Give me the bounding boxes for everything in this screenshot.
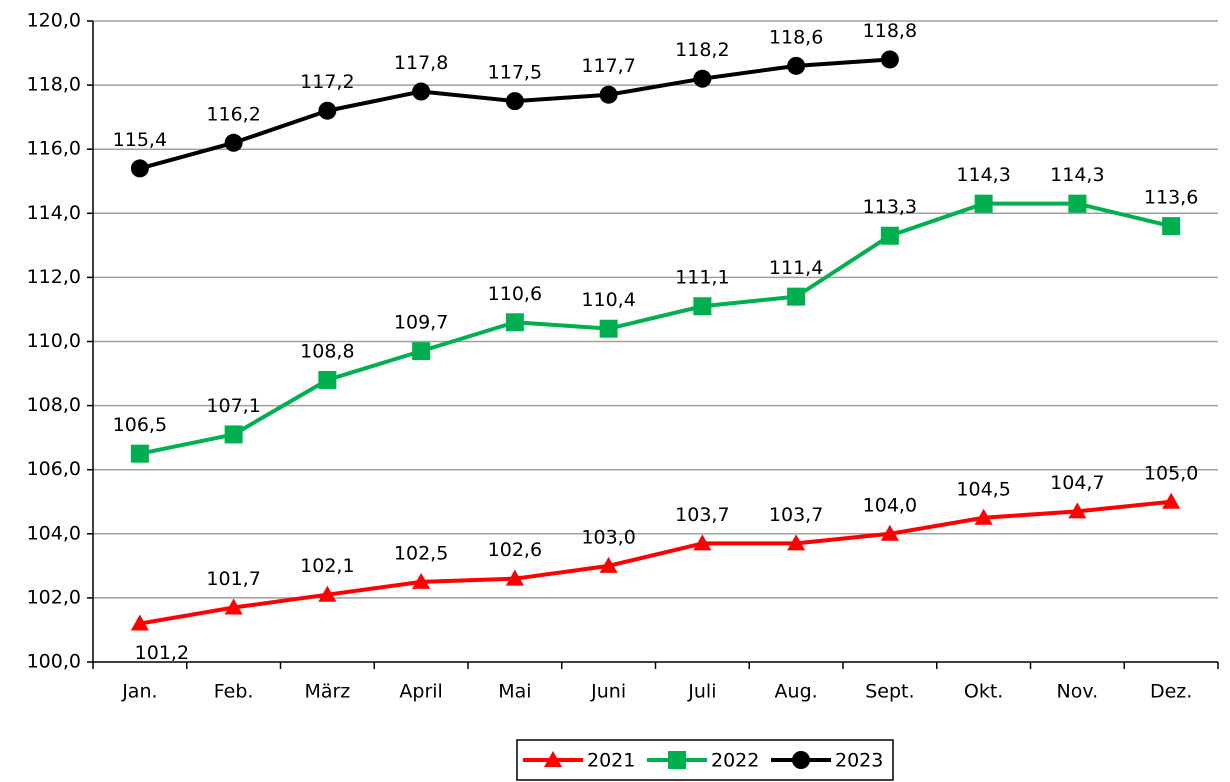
- y-tick-label: 108,0: [27, 394, 81, 416]
- y-tick-label: 106,0: [27, 458, 81, 480]
- y-tick-label: 114,0: [27, 202, 81, 224]
- marker: [974, 508, 993, 525]
- data-label: 114,3: [1050, 164, 1104, 186]
- marker: [1068, 502, 1087, 519]
- data-label: 105,0: [1144, 462, 1198, 484]
- y-tick-label: 104,0: [27, 522, 81, 544]
- y-tick-label: 116,0: [27, 138, 81, 160]
- data-label: 110,6: [488, 283, 542, 305]
- marker: [224, 133, 243, 152]
- data-label: 104,0: [863, 494, 917, 516]
- y-tick-label: 102,0: [27, 586, 81, 608]
- marker: [412, 342, 431, 361]
- series-line: [139, 499, 1172, 626]
- data-label: 118,6: [769, 26, 823, 48]
- data-label: 104,7: [1050, 472, 1104, 494]
- data-label: 118,2: [675, 39, 729, 61]
- x-tick-label: April: [399, 681, 442, 703]
- series-line: [139, 201, 1172, 456]
- data-label: 109,7: [394, 312, 448, 334]
- marker: [880, 50, 899, 69]
- data-label: 117,7: [581, 55, 635, 77]
- data-label: 104,5: [956, 478, 1010, 500]
- data-label: 115,4: [113, 129, 167, 151]
- y-tick-label: 110,0: [27, 330, 81, 352]
- marker: [693, 69, 712, 88]
- data-label: 117,8: [394, 52, 448, 74]
- data-label: 111,1: [675, 267, 729, 289]
- data-label: 107,1: [206, 395, 260, 417]
- marker: [318, 101, 337, 120]
- marker: [787, 287, 806, 306]
- marker: [974, 194, 993, 213]
- data-label: 117,5: [488, 62, 542, 84]
- data-label: 101,2: [135, 642, 189, 664]
- data-label: 114,3: [956, 164, 1010, 186]
- x-tick-label: Juli: [687, 681, 716, 703]
- marker: [544, 751, 562, 767]
- x-tick-label: Feb.: [214, 681, 254, 703]
- marker: [787, 56, 806, 75]
- data-label: 103,7: [769, 504, 823, 526]
- marker: [792, 751, 810, 769]
- x-tick-label: Juni: [590, 681, 626, 703]
- data-label: 103,0: [581, 526, 635, 548]
- marker: [505, 569, 524, 586]
- data-label: 116,2: [206, 103, 260, 125]
- marker: [505, 313, 524, 332]
- legend-label: 2021: [587, 750, 635, 772]
- x-tick-label: Aug.: [775, 681, 818, 703]
- legend-label: 2022: [711, 750, 759, 772]
- marker: [130, 159, 149, 178]
- data-label: 103,7: [675, 504, 729, 526]
- data-label: 106,5: [113, 414, 167, 436]
- y-tick-label: 100,0: [27, 651, 81, 673]
- data-label: 102,6: [488, 539, 542, 561]
- marker: [787, 534, 806, 551]
- x-tick-label: Okt.: [964, 681, 1003, 703]
- data-label: 102,1: [300, 555, 354, 577]
- marker: [412, 82, 431, 101]
- x-tick-label: Sept.: [865, 681, 914, 703]
- marker: [130, 614, 149, 631]
- marker: [599, 319, 618, 338]
- marker: [224, 598, 243, 615]
- y-tick-label: 112,0: [27, 266, 81, 288]
- x-tick-label: Mai: [498, 681, 531, 703]
- data-label: 110,4: [581, 289, 635, 311]
- marker: [668, 751, 686, 769]
- marker: [693, 534, 712, 551]
- data-label: 117,2: [300, 71, 354, 93]
- legend-label: 2023: [835, 750, 883, 772]
- marker: [505, 92, 524, 111]
- x-tick-label: Nov.: [1057, 681, 1099, 703]
- marker: [1162, 492, 1181, 509]
- x-tick-label: Dez.: [1150, 681, 1192, 703]
- marker: [599, 85, 618, 104]
- marker: [880, 226, 899, 245]
- data-label: 118,8: [863, 20, 917, 42]
- x-tick-label: Jan.: [121, 681, 157, 703]
- marker: [880, 524, 899, 541]
- y-tick-label: 120,0: [27, 10, 81, 32]
- marker: [318, 585, 337, 602]
- marker: [318, 370, 337, 389]
- data-label: 113,3: [863, 196, 917, 218]
- marker: [130, 444, 149, 463]
- x-tick-label: März: [304, 681, 350, 703]
- marker: [412, 572, 431, 589]
- data-label: 113,6: [1144, 187, 1198, 209]
- marker: [1068, 194, 1087, 213]
- data-label: 101,7: [206, 568, 260, 590]
- marker: [1162, 217, 1181, 236]
- data-label: 111,4: [769, 257, 823, 279]
- data-label: 108,8: [300, 340, 354, 362]
- marker: [693, 297, 712, 316]
- marker: [599, 556, 618, 573]
- y-tick-label: 118,0: [27, 74, 81, 96]
- marker: [224, 425, 243, 444]
- data-label: 102,5: [394, 542, 448, 564]
